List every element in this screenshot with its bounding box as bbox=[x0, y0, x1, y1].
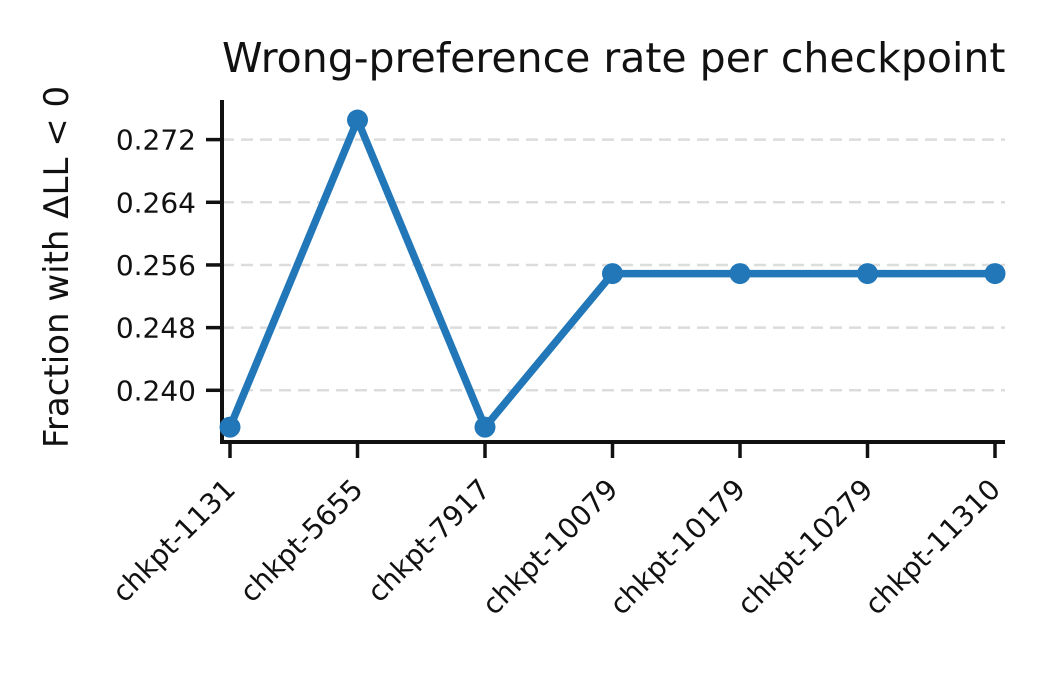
x-tick-label: chkpt-1131 bbox=[106, 473, 242, 609]
y-tick-label: 0.256 bbox=[116, 249, 196, 282]
data-point-marker bbox=[984, 263, 1006, 285]
data-point-marker bbox=[474, 416, 496, 438]
data-point-marker bbox=[857, 263, 878, 285]
data-point-marker bbox=[729, 263, 751, 285]
y-axis-label: Fraction with ΔLL < 0 bbox=[37, 85, 77, 449]
data-point-marker bbox=[602, 263, 623, 285]
x-tick-label: chkpt-10279 bbox=[731, 473, 880, 622]
x-tick-label: chkpt-10179 bbox=[603, 473, 752, 622]
y-tick-label: 0.248 bbox=[116, 312, 196, 345]
y-tick-label: 0.240 bbox=[116, 374, 196, 407]
chart-title: Wrong-preference rate per checkpoint bbox=[222, 34, 1006, 82]
x-tick-label: chkpt-10079 bbox=[476, 473, 625, 622]
data-point-marker bbox=[219, 416, 241, 438]
x-tick-label: chkpt-11310 bbox=[858, 473, 1007, 622]
x-tick-label: chkpt-5655 bbox=[233, 473, 369, 609]
y-tick-label: 0.264 bbox=[116, 186, 196, 219]
x-tick-label: chkpt-7917 bbox=[361, 473, 497, 609]
y-tick-label: 0.272 bbox=[116, 124, 196, 157]
data-point-marker bbox=[347, 109, 368, 131]
